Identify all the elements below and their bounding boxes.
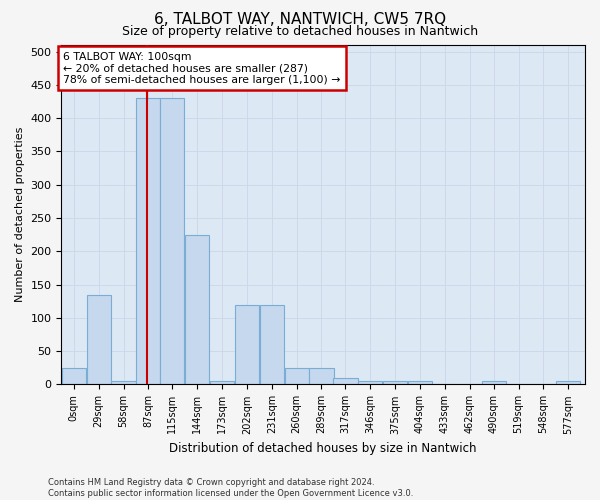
Text: 6 TALBOT WAY: 100sqm
← 20% of detached houses are smaller (287)
78% of semi-deta: 6 TALBOT WAY: 100sqm ← 20% of detached h… bbox=[63, 52, 340, 85]
X-axis label: Distribution of detached houses by size in Nantwich: Distribution of detached houses by size … bbox=[169, 442, 477, 455]
Text: 6, TALBOT WAY, NANTWICH, CW5 7RQ: 6, TALBOT WAY, NANTWICH, CW5 7RQ bbox=[154, 12, 446, 28]
Bar bbox=[260, 304, 284, 384]
Bar bbox=[408, 381, 432, 384]
Y-axis label: Number of detached properties: Number of detached properties bbox=[15, 127, 25, 302]
Bar bbox=[358, 381, 382, 384]
Bar bbox=[86, 294, 111, 384]
Bar bbox=[160, 98, 184, 384]
Bar bbox=[334, 378, 358, 384]
Bar bbox=[482, 381, 506, 384]
Bar bbox=[185, 234, 209, 384]
Bar bbox=[136, 98, 160, 384]
Bar bbox=[210, 381, 234, 384]
Text: Contains HM Land Registry data © Crown copyright and database right 2024.
Contai: Contains HM Land Registry data © Crown c… bbox=[48, 478, 413, 498]
Bar bbox=[284, 368, 309, 384]
Bar bbox=[556, 381, 580, 384]
Text: Size of property relative to detached houses in Nantwich: Size of property relative to detached ho… bbox=[122, 25, 478, 38]
Bar bbox=[112, 381, 136, 384]
Bar bbox=[235, 304, 259, 384]
Bar bbox=[383, 381, 407, 384]
Bar bbox=[310, 368, 334, 384]
Bar bbox=[62, 368, 86, 384]
